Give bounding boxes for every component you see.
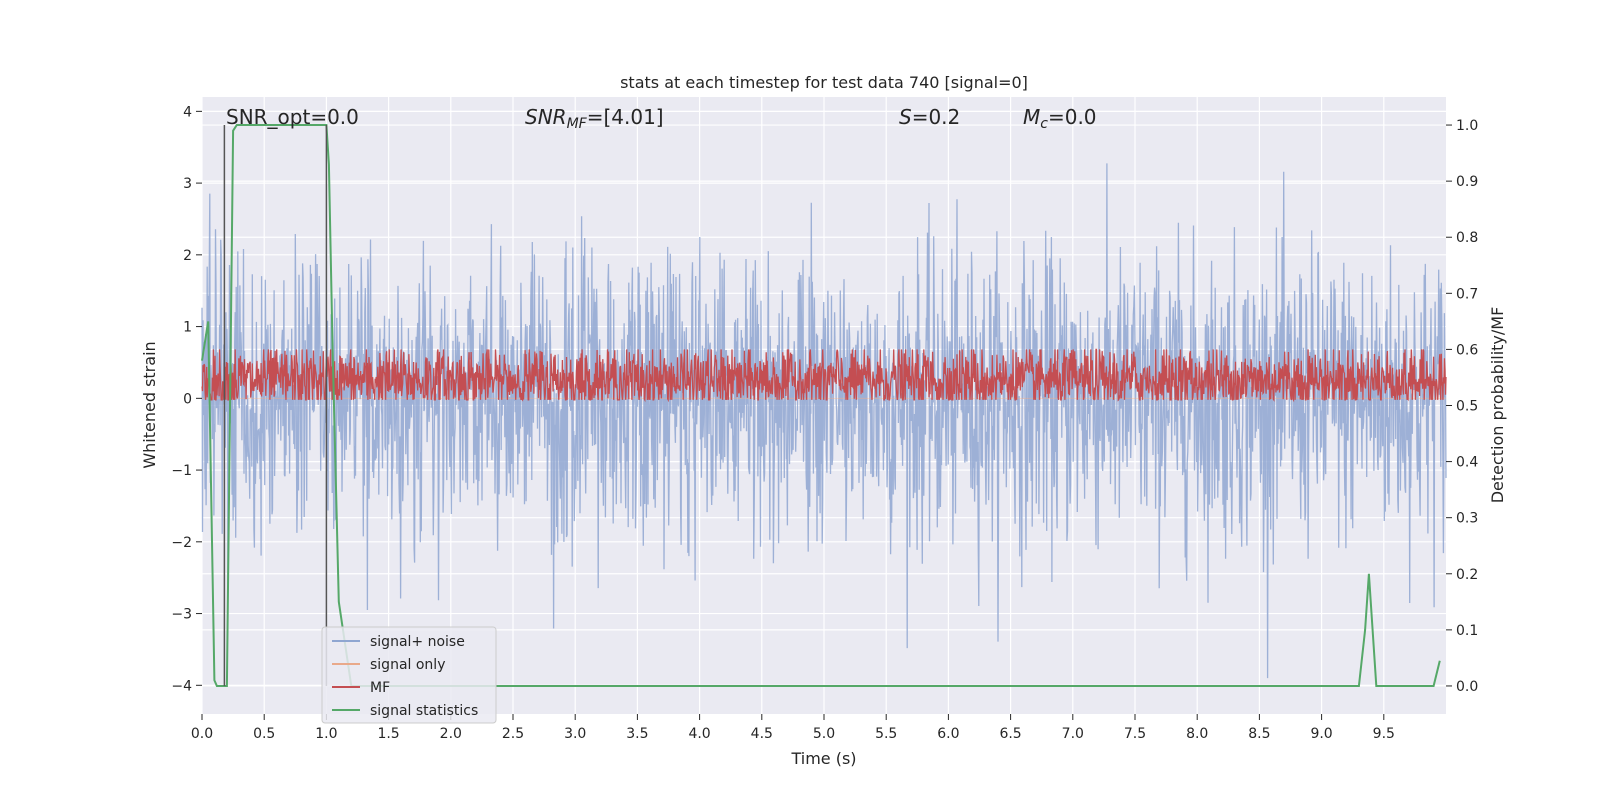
annotation-snr-mf-value: =[4.01] — [587, 105, 664, 129]
x-tick-label: 6.0 — [937, 726, 959, 742]
x-tick-label: 8.5 — [1248, 726, 1270, 742]
x-tick-label: 0.0 — [191, 726, 213, 742]
y-right-tick-label: 0.7 — [1456, 286, 1478, 302]
x-tick-label: 4.0 — [688, 726, 710, 742]
annotation-mc: Mc=0.0 — [1023, 105, 1097, 132]
annotation-mc-sub: c — [1040, 116, 1048, 132]
y-right-tick-label: 0.3 — [1456, 511, 1478, 527]
y-right-axis-ticks: 0.0 0.1 0.2 0.3 0.4 0.5 0.6 0.7 0.8 0.9 1.0 — [1446, 118, 1478, 695]
y-right-tick-label: 1.0 — [1456, 118, 1478, 134]
series-mf — [201, 348, 1447, 403]
x-axis-label: Time (s) — [790, 749, 856, 768]
y-tick-label: 2 — [183, 248, 192, 264]
x-axis-ticks: 0.0 0.5 1.0 1.5 2.0 2.5 3.0 3.5 4.0 4.5 5.0 5.5 6.0 6… — [191, 714, 1395, 742]
legend-entry-mf: MF — [370, 680, 390, 696]
x-tick-label: 9.0 — [1310, 726, 1332, 742]
x-tick-label: 9.5 — [1373, 726, 1395, 742]
annotation-snr-mf-sub: MF — [567, 116, 588, 132]
y-right-tick-label: 0.1 — [1456, 623, 1478, 639]
y-right-tick-label: 0.6 — [1456, 342, 1478, 358]
y-tick-label: 3 — [183, 176, 192, 192]
y-right-tick-label: 0.9 — [1456, 174, 1478, 190]
y-tick-label: −1 — [171, 463, 192, 479]
annotation-s-value: =0.2 — [912, 105, 961, 129]
x-tick-label: 7.5 — [1124, 726, 1146, 742]
annotation-s-base: S — [899, 105, 912, 129]
y-right-tick-label: 0.8 — [1456, 230, 1478, 246]
legend-entry-signal-statistics: signal statistics — [370, 703, 478, 719]
y-right-tick-label: 0.2 — [1456, 567, 1478, 583]
y-axis-label: Whitened strain — [140, 341, 159, 468]
y-tick-label: 4 — [183, 104, 192, 120]
legend: signal+ noise signal only MF signal stat… — [321, 626, 497, 724]
y-tick-label: −2 — [171, 535, 192, 551]
legend-entry-signal-noise: signal+ noise — [370, 634, 465, 650]
y-right-tick-label: 0.0 — [1456, 679, 1478, 695]
y-right-tick-label: 0.5 — [1456, 399, 1478, 415]
vertical-lines — [223, 125, 328, 686]
legend-entry-signal-only: signal only — [370, 657, 445, 673]
annotation-snr-mf: SNRMF=[4.01] — [525, 105, 664, 132]
legend-box — [321, 626, 497, 724]
series-line-mf — [201, 348, 1447, 403]
x-tick-label: 3.5 — [626, 726, 648, 742]
y-axis-ticks: −4 −3 −2 −1 0 1 2 3 4 — [171, 104, 202, 694]
x-tick-label: 8.0 — [1186, 726, 1208, 742]
annotation-snr-opt: SNR_opt=0.0 — [226, 105, 359, 129]
annotation-snr-mf-base: SNR — [525, 105, 567, 129]
y-tick-label: −3 — [171, 607, 192, 623]
annotation-mc-base: M — [1023, 105, 1040, 129]
y-tick-label: 1 — [183, 320, 192, 336]
x-tick-label: 2.5 — [502, 726, 524, 742]
x-tick-label: 4.5 — [751, 726, 773, 742]
y-tick-label: −4 — [171, 678, 192, 694]
annotation-s: S=0.2 — [899, 105, 960, 129]
annotation-mc-value: =0.0 — [1048, 105, 1097, 129]
x-tick-label: 2.0 — [440, 726, 462, 742]
y-tick-label: 0 — [183, 391, 192, 407]
chart-title: stats at each timestep for test data 740… — [620, 73, 1028, 92]
x-tick-label: 0.5 — [253, 726, 275, 742]
x-tick-label: 5.5 — [875, 726, 897, 742]
x-tick-label: 6.5 — [999, 726, 1021, 742]
x-tick-label: 1.5 — [377, 726, 399, 742]
x-tick-label: 1.0 — [315, 726, 337, 742]
x-tick-label: 7.0 — [1062, 726, 1084, 742]
x-tick-label: 5.0 — [813, 726, 835, 742]
y-right-axis-label: Detection probability/MF — [1488, 307, 1507, 504]
x-tick-label: 3.0 — [564, 726, 586, 742]
y-right-tick-label: 0.4 — [1456, 455, 1478, 471]
